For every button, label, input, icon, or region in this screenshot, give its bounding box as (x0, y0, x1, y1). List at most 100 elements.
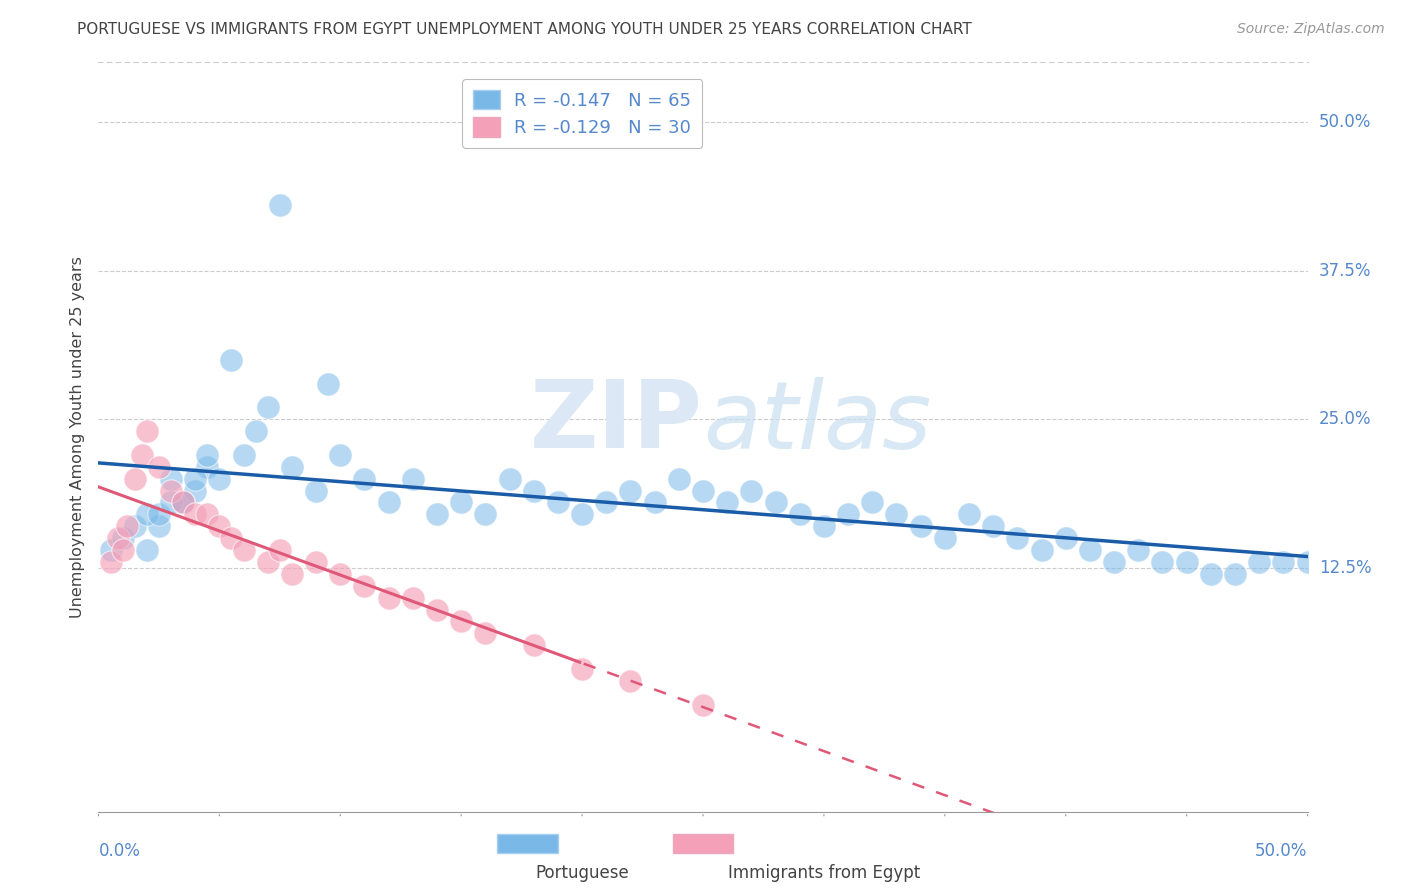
Text: 12.5%: 12.5% (1319, 559, 1371, 577)
Point (111, 543, 134, 558)
Point (837, 508, 859, 522)
Point (131, 448, 153, 462)
Point (148, 508, 170, 522)
Point (305, 483, 328, 498)
Text: Immigrants from Egypt: Immigrants from Egypt (728, 864, 920, 882)
Point (135, 424, 157, 438)
Point (208, 519, 231, 533)
Point (716, 495, 738, 509)
Point (1031, 543, 1053, 558)
Text: PORTUGUESE VS IMMIGRANTS FROM EGYPT UNEMPLOYMENT AMONG YOUTH UNDER 25 YEARS CORR: PORTUGUESE VS IMMIGRANTS FROM EGYPT UNEM… (77, 22, 972, 37)
Text: Source: ZipAtlas.com: Source: ZipAtlas.com (1237, 22, 1385, 37)
Point (353, 472, 375, 486)
Point (981, 519, 1004, 533)
Point (957, 508, 980, 522)
Point (377, 591, 399, 605)
Text: atlas: atlas (703, 376, 931, 467)
Point (305, 555, 328, 569)
Point (1249, 555, 1271, 569)
Point (184, 508, 207, 522)
Point (256, 401, 278, 415)
Point (172, 495, 194, 509)
Point (172, 495, 194, 509)
Point (195, 508, 218, 522)
Point (172, 495, 194, 509)
Text: 50.0%: 50.0% (1256, 842, 1308, 860)
Point (571, 508, 593, 522)
Point (124, 472, 146, 486)
Point (135, 508, 157, 522)
Point (195, 459, 218, 474)
Point (619, 483, 641, 498)
Point (1078, 543, 1101, 558)
Point (813, 519, 835, 533)
Point (450, 495, 472, 509)
Point (402, 472, 425, 486)
Point (208, 472, 231, 486)
Point (232, 543, 254, 558)
Text: Portuguese: Portuguese (536, 864, 628, 882)
Point (523, 483, 546, 498)
Point (160, 495, 183, 509)
Point (619, 673, 641, 688)
Point (148, 519, 170, 533)
Point (668, 472, 690, 486)
Point (523, 638, 546, 652)
Point (402, 591, 425, 605)
Point (498, 472, 520, 486)
Legend: R = -0.147   N = 65, R = -0.129   N = 30: R = -0.147 N = 65, R = -0.129 N = 30 (463, 79, 702, 148)
Point (474, 626, 496, 640)
Point (1223, 566, 1246, 581)
Point (547, 495, 569, 509)
Point (740, 483, 762, 498)
Point (221, 352, 243, 367)
Point (100, 543, 122, 558)
Point (377, 495, 399, 509)
Point (860, 495, 883, 509)
Point (221, 531, 243, 545)
Point (269, 543, 291, 558)
Point (426, 602, 449, 616)
Text: 50.0%: 50.0% (1319, 113, 1371, 131)
Point (148, 459, 170, 474)
Point (329, 566, 352, 581)
Point (316, 376, 339, 391)
Point (281, 566, 304, 581)
Point (160, 472, 183, 486)
Point (571, 662, 593, 676)
Point (426, 508, 449, 522)
Point (1128, 543, 1150, 558)
Point (195, 448, 218, 462)
Point (232, 448, 254, 462)
Point (160, 483, 183, 498)
Point (100, 555, 122, 569)
Point (245, 424, 267, 438)
Point (934, 531, 956, 545)
Text: 0.0%: 0.0% (98, 842, 141, 860)
Text: 25.0%: 25.0% (1319, 410, 1371, 428)
Point (184, 483, 207, 498)
Point (1296, 555, 1319, 569)
Point (474, 508, 496, 522)
Point (692, 483, 714, 498)
FancyBboxPatch shape (672, 834, 734, 853)
Point (595, 495, 617, 509)
Point (111, 531, 134, 545)
Point (117, 519, 139, 533)
Point (886, 508, 908, 522)
Point (1199, 566, 1222, 581)
FancyBboxPatch shape (498, 834, 558, 853)
Point (353, 579, 375, 593)
Point (1175, 555, 1198, 569)
Point (450, 615, 472, 629)
Point (124, 519, 146, 533)
Point (1007, 531, 1029, 545)
Point (789, 508, 811, 522)
Point (135, 543, 157, 558)
Point (1272, 555, 1295, 569)
Point (256, 555, 278, 569)
Point (910, 519, 932, 533)
Point (765, 495, 787, 509)
Y-axis label: Unemployment Among Youth under 25 years: Unemployment Among Youth under 25 years (69, 256, 84, 618)
Point (1102, 555, 1125, 569)
